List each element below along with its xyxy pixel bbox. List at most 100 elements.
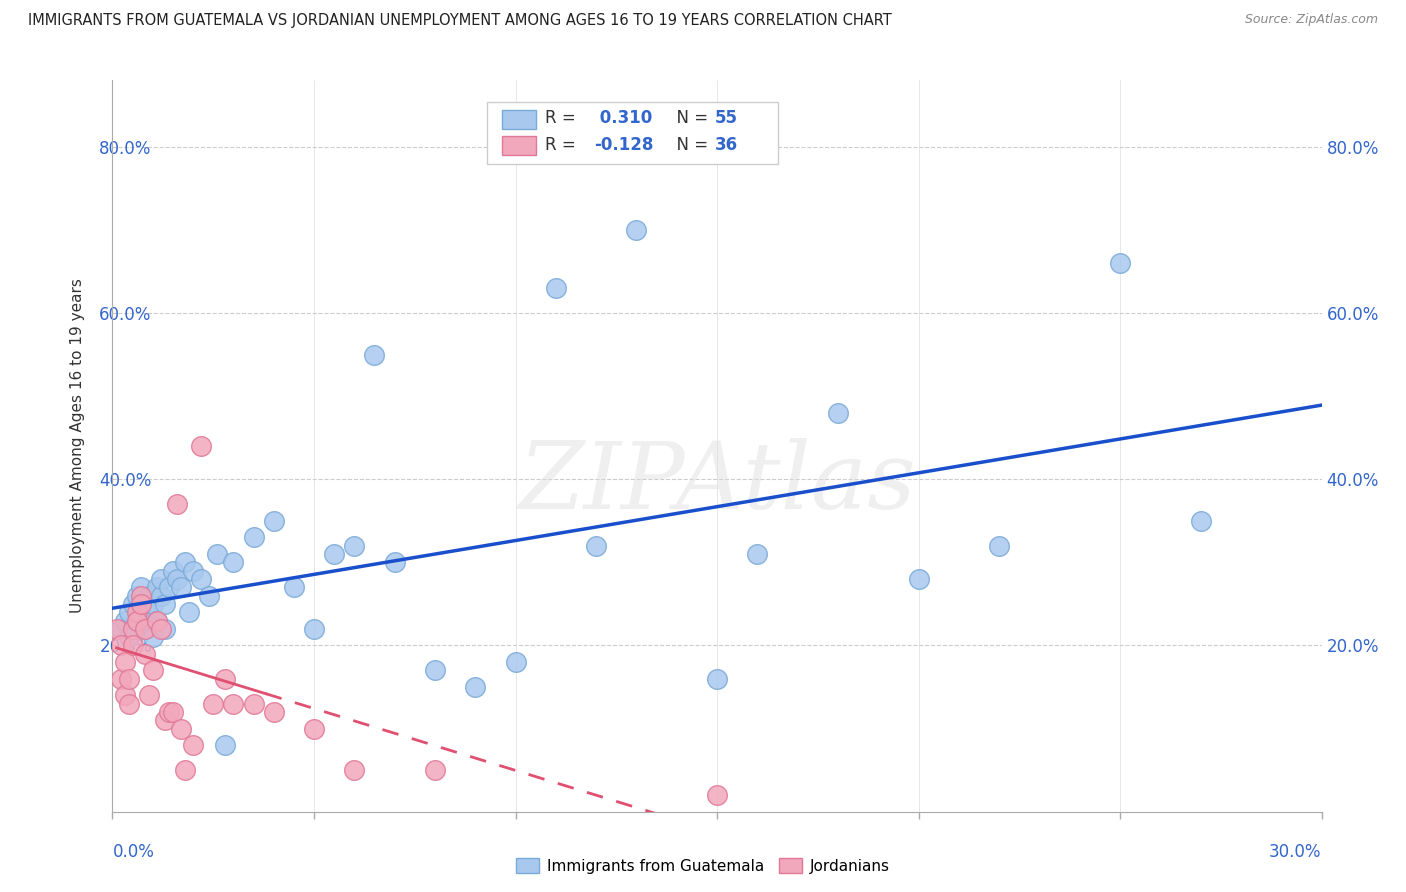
Point: [157, 580, 180, 594]
Point: [142, 597, 165, 611]
Point: [263, 705, 285, 719]
Point: [263, 514, 285, 528]
Point: [1189, 514, 1212, 528]
Point: [174, 763, 197, 777]
Text: N =: N =: [666, 110, 714, 128]
Point: [706, 788, 728, 802]
Point: [585, 539, 607, 553]
Text: 30.0%: 30.0%: [1270, 843, 1322, 861]
Point: [142, 630, 165, 644]
Point: [190, 439, 212, 453]
Point: [214, 672, 236, 686]
Point: [157, 705, 180, 719]
Text: R =: R =: [546, 136, 581, 154]
Point: [181, 564, 204, 578]
FancyBboxPatch shape: [488, 103, 778, 164]
Text: N =: N =: [666, 136, 714, 154]
Point: [146, 614, 169, 628]
Y-axis label: Unemployment Among Ages 16 to 19 years: Unemployment Among Ages 16 to 19 years: [70, 278, 86, 614]
Point: [146, 580, 169, 594]
Point: [114, 689, 136, 703]
Text: R =: R =: [546, 110, 581, 128]
Text: 55: 55: [714, 110, 738, 128]
Point: [302, 722, 325, 736]
Point: [153, 622, 176, 636]
Point: [149, 589, 172, 603]
Text: 36: 36: [714, 136, 738, 154]
Point: [423, 664, 446, 678]
Text: 0.0%: 0.0%: [112, 843, 155, 861]
Point: [129, 597, 152, 611]
Point: [125, 614, 148, 628]
Point: [110, 622, 132, 636]
Point: [170, 722, 193, 736]
Point: [149, 572, 172, 586]
Point: [129, 580, 152, 594]
Text: Source: ZipAtlas.com: Source: ZipAtlas.com: [1244, 13, 1378, 27]
Point: [343, 539, 366, 553]
Point: [125, 605, 148, 619]
Point: [384, 555, 406, 569]
Point: [207, 547, 229, 561]
Point: [181, 738, 204, 752]
Point: [162, 705, 184, 719]
Point: [105, 622, 128, 636]
Point: [114, 655, 136, 669]
Point: [142, 664, 165, 678]
Point: [134, 647, 156, 661]
Point: [214, 738, 236, 752]
Point: [153, 597, 176, 611]
Legend: Immigrants from Guatemala, Jordanians: Immigrants from Guatemala, Jordanians: [510, 852, 896, 880]
Point: [827, 406, 849, 420]
Point: [121, 622, 143, 636]
Point: [117, 672, 139, 686]
Point: [129, 597, 152, 611]
Point: [423, 763, 446, 777]
Point: [125, 614, 148, 628]
Point: [117, 697, 139, 711]
Point: [170, 580, 193, 594]
Point: [138, 689, 160, 703]
Point: [363, 347, 385, 362]
Point: [747, 547, 769, 561]
Point: [1109, 256, 1132, 270]
Point: [166, 497, 188, 511]
Point: [110, 672, 132, 686]
Point: [505, 655, 527, 669]
Text: IMMIGRANTS FROM GUATEMALA VS JORDANIAN UNEMPLOYMENT AMONG AGES 16 TO 19 YEARS CO: IMMIGRANTS FROM GUATEMALA VS JORDANIAN U…: [28, 13, 891, 29]
Point: [177, 605, 200, 619]
Point: [153, 714, 176, 728]
Point: [125, 589, 148, 603]
Point: [166, 572, 188, 586]
Bar: [502, 110, 536, 128]
Point: [626, 223, 648, 237]
Point: [190, 572, 212, 586]
Point: [117, 630, 139, 644]
Point: [323, 547, 346, 561]
Point: [174, 555, 197, 569]
Text: -0.128: -0.128: [593, 136, 654, 154]
Point: [121, 622, 143, 636]
Point: [138, 614, 160, 628]
Point: [464, 680, 486, 694]
Point: [283, 580, 305, 594]
Point: [198, 589, 221, 603]
Point: [162, 564, 184, 578]
Point: [222, 697, 245, 711]
Bar: [502, 136, 536, 155]
Point: [988, 539, 1011, 553]
Point: [302, 622, 325, 636]
Point: [134, 622, 156, 636]
Point: [114, 614, 136, 628]
Point: [129, 589, 152, 603]
Point: [110, 639, 132, 653]
Point: [242, 530, 264, 544]
Point: [121, 597, 143, 611]
Point: [149, 622, 172, 636]
Point: [222, 555, 245, 569]
Point: [907, 572, 929, 586]
Point: [343, 763, 366, 777]
Text: 0.310: 0.310: [593, 110, 652, 128]
Point: [134, 605, 156, 619]
Point: [242, 697, 264, 711]
